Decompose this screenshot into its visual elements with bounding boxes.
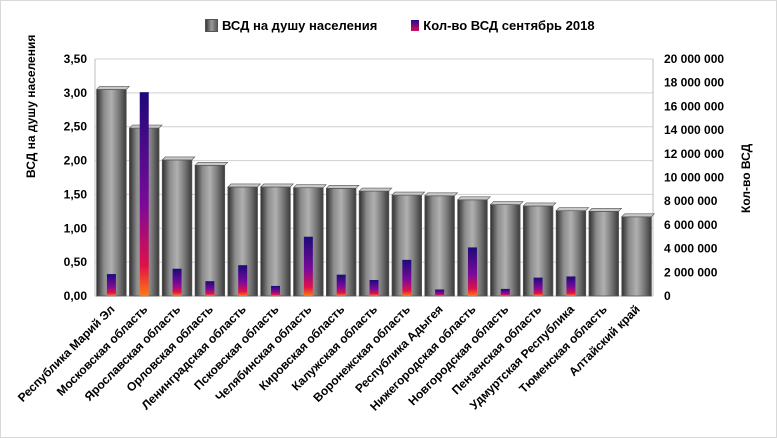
bar-count — [500, 288, 510, 296]
bar-per-capita — [621, 216, 652, 297]
bar-per-capita-top — [358, 187, 393, 192]
bar-per-capita-top — [227, 183, 262, 188]
bar-per-capita — [260, 186, 291, 297]
legend-swatch-count — [411, 20, 420, 31]
bar-per-capita-top — [489, 201, 524, 205]
bar-per-capita — [96, 89, 127, 297]
y-tick-right: 18 000 000 — [664, 76, 724, 90]
legend-swatch-per-capita — [205, 19, 218, 32]
bar-count — [402, 259, 412, 296]
y-tick-left: 1,50 — [64, 187, 88, 201]
bar-per-capita — [194, 164, 226, 297]
bar-count — [106, 274, 116, 296]
y-tick-right: 6 000 000 — [664, 218, 718, 232]
bar-count — [271, 285, 281, 296]
y-tick-left: 1,00 — [64, 221, 88, 235]
bar-per-capita-top — [325, 185, 360, 189]
y-tick-left: 2,50 — [64, 120, 88, 134]
y-tick-right: 8 000 000 — [664, 194, 718, 208]
bar-count — [336, 274, 346, 296]
bar-per-capita-top — [161, 156, 196, 161]
bar-per-capita-top — [456, 196, 491, 201]
y-tick-left: 3,00 — [64, 86, 88, 100]
bar-per-capita-top — [260, 183, 295, 188]
legend-item-per-capita: ВСД на душу населения — [205, 18, 377, 33]
bar-per-capita-top — [292, 184, 327, 188]
legend-label-count: Кол-во ВСД сентябрь 2018 — [423, 18, 595, 33]
bar-count — [566, 276, 576, 296]
bar-count — [533, 277, 543, 296]
bar-count — [435, 289, 445, 296]
y-tick-left: 0,00 — [64, 289, 88, 303]
y-tick-left: 3,50 — [64, 52, 88, 66]
y-tick-right: 16 000 000 — [664, 99, 724, 113]
bar-per-capita-top — [522, 202, 557, 207]
y-tick-left: 0,50 — [64, 255, 88, 269]
bar-count — [238, 265, 248, 296]
legend-item-count: Кол-во ВСД сентябрь 2018 — [411, 18, 595, 33]
bar-per-capita-top — [621, 213, 656, 218]
y-tick-right: 14 000 000 — [664, 123, 724, 137]
bar-per-capita-top — [588, 208, 623, 212]
legend: ВСД на душу населения Кол-во ВСД сентябр… — [205, 18, 595, 33]
bar-per-capita-top — [391, 191, 426, 196]
bar-per-capita-top — [194, 162, 229, 166]
bar-per-capita — [588, 210, 619, 297]
bar-count — [303, 236, 313, 296]
legend-label-per-capita: ВСД на душу населения — [222, 18, 378, 33]
bar-per-capita-top — [555, 207, 590, 211]
bar-per-capita — [490, 204, 521, 297]
y-tick-right: 0 — [664, 289, 671, 303]
y-tick-right: 10 000 000 — [664, 171, 724, 185]
bar-count — [205, 281, 215, 296]
bar-count — [369, 280, 379, 296]
y-tick-right: 12 000 000 — [664, 147, 724, 161]
bar-count — [139, 92, 149, 297]
bar-count — [467, 247, 477, 296]
bar-per-capita-top — [95, 86, 130, 90]
y-tick-left: 2,00 — [64, 154, 88, 168]
bar-per-capita — [424, 195, 455, 297]
bar-count — [172, 268, 182, 296]
y-tick-right: 20 000 000 — [664, 52, 724, 66]
y-tick-right: 4 000 000 — [664, 242, 718, 256]
y-tick-right: 2 000 000 — [664, 265, 718, 279]
bar-per-capita-top — [424, 192, 459, 197]
